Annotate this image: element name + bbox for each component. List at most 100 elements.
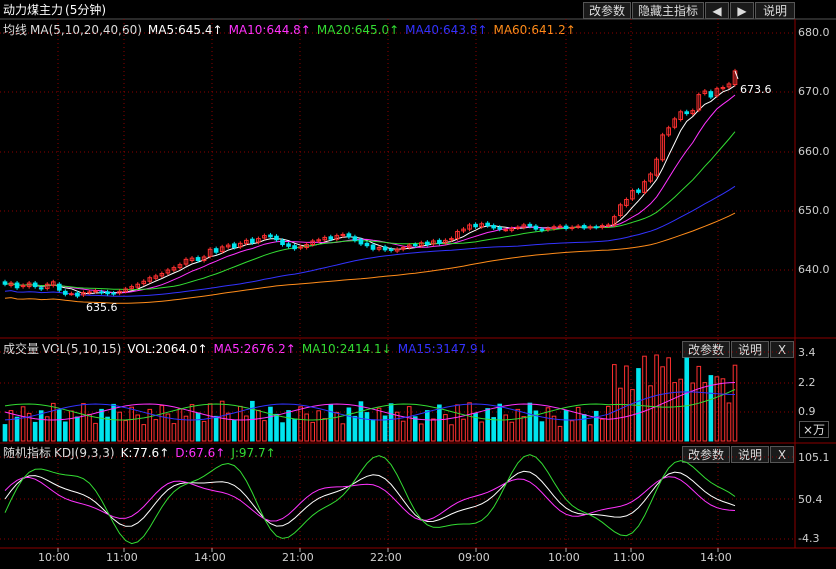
volume-bar	[274, 413, 279, 442]
kdj-k-line	[4, 470, 736, 527]
volume-bar	[702, 382, 708, 442]
ma10-line	[4, 94, 736, 294]
vol-params-button[interactable]: 改参数	[682, 341, 730, 358]
candle-body	[219, 246, 225, 253]
volume-bar	[690, 382, 696, 442]
volume-bar	[183, 415, 189, 442]
volume-bar	[563, 410, 569, 442]
candle-body	[352, 236, 358, 241]
candle-body	[274, 235, 279, 241]
volume-bar	[304, 413, 309, 442]
volume-bar	[56, 409, 62, 442]
volume-bar	[105, 416, 110, 442]
candle-body	[153, 275, 159, 279]
candle-body	[304, 244, 309, 248]
candle-body	[557, 225, 563, 228]
kdj-close-button[interactable]: X	[770, 446, 794, 463]
volume-bar	[376, 407, 382, 442]
volume-bar	[8, 410, 14, 442]
candle-body	[388, 248, 394, 251]
volume-bar	[286, 410, 291, 442]
low-price-label: 635.6	[86, 301, 118, 314]
volume-bar	[268, 406, 273, 442]
last-price-pointer	[734, 70, 739, 80]
candle-body	[382, 246, 388, 251]
volume-bar	[473, 413, 478, 442]
volume-bar	[316, 410, 322, 442]
kdj-axis-50.4: 50.4	[798, 493, 823, 506]
volume-bar	[726, 402, 732, 442]
candle-body	[497, 226, 503, 230]
volume-bar	[370, 419, 376, 442]
candle-body	[575, 225, 581, 228]
kdj-help-button[interactable]: 说明	[731, 446, 769, 463]
volume-bar	[479, 421, 484, 442]
volume-bar	[147, 408, 153, 442]
candle-body	[624, 198, 629, 206]
candle-body	[117, 290, 122, 294]
time-tick: 10:00	[548, 551, 580, 564]
volume-bar	[418, 423, 424, 442]
ma-indicator: MA(5,10,20,40,60)	[30, 22, 142, 37]
time-tick: 14:00	[700, 551, 732, 564]
vol-help-button[interactable]: 说明	[731, 341, 769, 358]
candle-body	[461, 228, 466, 232]
candle-body	[141, 280, 147, 285]
candle-body	[473, 223, 478, 228]
vol-axis-2.2: 2.2	[798, 376, 816, 389]
candle-body	[672, 118, 677, 128]
volume-bar	[551, 415, 557, 442]
candle-body	[425, 241, 430, 246]
time-tick: 11:00	[106, 551, 138, 564]
candle-body	[630, 190, 635, 200]
volume-bar	[2, 424, 8, 442]
vol-value: VOL:2064.0↑	[127, 341, 208, 356]
candle-body	[581, 225, 587, 229]
kdj-d-value: D:67.6↑	[175, 445, 226, 460]
price-legend: 均线 MA(5,10,20,40,60) MA5:645.4↑ MA10:644…	[3, 20, 582, 39]
volume-bar	[491, 417, 496, 442]
volume-bar	[177, 408, 183, 442]
volume-bar	[515, 408, 521, 442]
candle-body	[569, 226, 575, 230]
volume-bar	[81, 403, 86, 442]
candle-body	[599, 225, 605, 228]
volume-bar	[334, 411, 340, 442]
ma60-value: MA60:641.2↑	[493, 22, 576, 37]
candle-body	[551, 226, 557, 230]
ma10-value: MA10:644.8↑	[228, 22, 311, 37]
change-params-button[interactable]: 改参数	[583, 2, 631, 19]
candle-body	[491, 225, 496, 229]
candle-body	[231, 243, 237, 248]
candle-body	[708, 91, 714, 98]
arrow-right-icon[interactable]: ▶	[730, 2, 754, 19]
candle-body	[678, 111, 684, 121]
candle-body	[334, 235, 340, 240]
candle-body	[286, 243, 291, 247]
volume-bar	[605, 405, 611, 442]
candle-body	[437, 239, 442, 244]
volume-bar	[557, 425, 563, 442]
candle-body	[563, 225, 569, 230]
volume-bar	[63, 421, 68, 442]
candle-body	[636, 189, 641, 193]
vol-close-button[interactable]: X	[770, 341, 794, 358]
arrow-left-icon[interactable]: ◀	[705, 2, 729, 19]
candle-body	[666, 127, 671, 136]
hide-main-indicator-button[interactable]: 隐藏主指标	[632, 2, 704, 19]
instrument-name: 动力煤主力	[3, 3, 64, 17]
vol-axis-0.9: 0.9	[798, 405, 816, 418]
volume-bar	[708, 375, 714, 442]
candle-body	[358, 239, 364, 245]
volume-bar	[219, 400, 225, 442]
candle-body	[147, 277, 153, 282]
period-label: (5分钟)	[65, 3, 107, 17]
volume-bar	[213, 415, 219, 442]
vol-indicator: VOL(5,10,15)	[42, 341, 122, 356]
candle-body	[256, 238, 261, 243]
candle-body	[521, 224, 527, 228]
volume-bar	[310, 421, 315, 442]
volume-bar	[461, 418, 466, 442]
kdj-params-button[interactable]: 改参数	[682, 446, 730, 463]
